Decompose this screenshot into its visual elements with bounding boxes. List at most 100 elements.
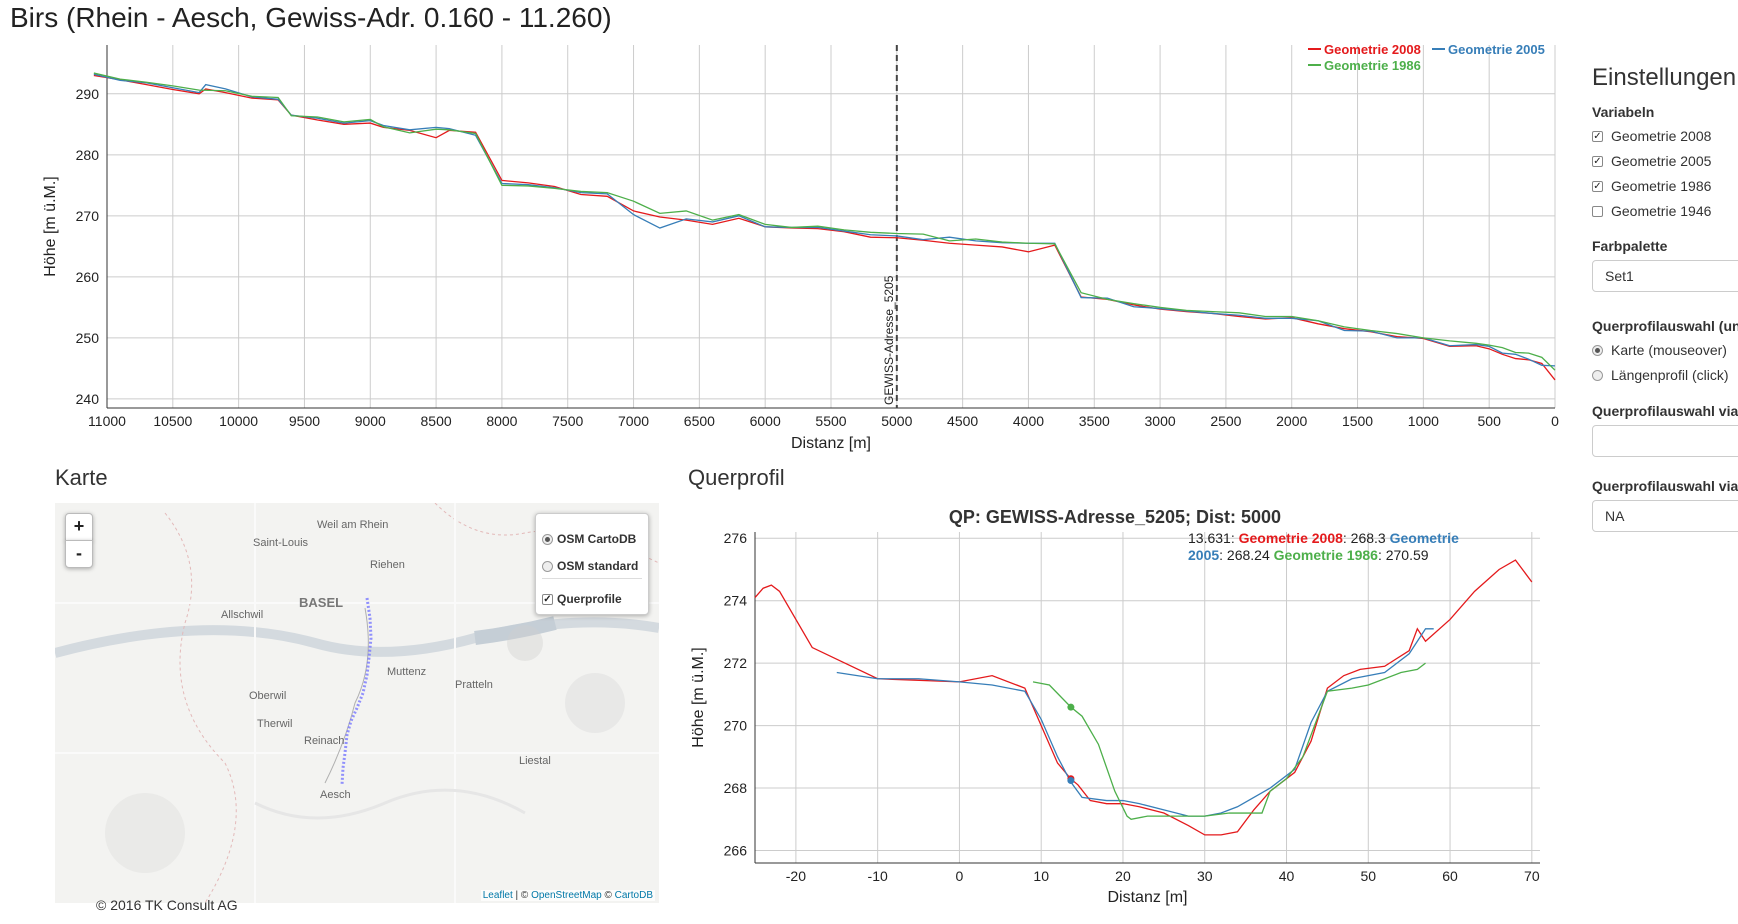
qp-via-input-1[interactable] <box>1592 425 1738 457</box>
y-tick-label: 260 <box>76 269 100 285</box>
legend-entry[interactable]: Geometrie 2008 <box>1324 42 1421 57</box>
x-tick-label: 10 <box>1033 868 1049 884</box>
openstreetmap-link[interactable]: OpenStreetMap <box>531 890 602 901</box>
y-tick-label: 240 <box>76 391 100 407</box>
x-tick-label: 9500 <box>289 413 320 429</box>
settings-title: Einstellungen <box>1592 64 1737 91</box>
layer-osm-cartodb-label: OSM CartoDB <box>557 532 637 546</box>
zoom-out-button[interactable]: - <box>65 540 93 568</box>
querprofile-line[interactable] <box>340 597 373 786</box>
layer-querprofile-checkbox[interactable]: ✓ <box>542 593 553 605</box>
cross-section-title: Querprofil <box>688 465 785 490</box>
y-tick-label: 290 <box>76 86 100 102</box>
x-tick-label: 6000 <box>750 413 781 429</box>
variable-geometrie-1946[interactable]: Geometrie 1946 <box>1592 203 1711 219</box>
y-tick-label: 270 <box>724 718 748 734</box>
variable-label-2005: Geometrie 2005 <box>1611 153 1712 169</box>
hover-tooltip-line-2: 2005: 268.24 Geometrie 1986: 270.59 <box>1188 547 1429 563</box>
variable-geometrie-2008[interactable]: ✓ Geometrie 2008 <box>1592 128 1711 144</box>
page-title: Birs (Rhein - Aesch, Gewiss-Adr. 0.160 -… <box>10 2 612 33</box>
qp-via-select-2[interactable]: NA <box>1592 500 1738 532</box>
layer-control: OSM CartoDB OSM standard ✓ Querprofile <box>535 513 649 615</box>
map-attribution: Leaflet | © OpenStreetMap © CartoDB <box>480 890 655 901</box>
x-tick-label: 6500 <box>684 413 715 429</box>
footer-copyright: © 2016 TK Consult AG <box>96 897 238 913</box>
layer-querprofile[interactable]: ✓ Querprofile <box>542 592 622 606</box>
map-label-oberwil: Oberwil <box>249 690 287 702</box>
y-tick-label: 276 <box>724 530 748 546</box>
x-tick-label: 0 <box>956 868 964 884</box>
variable-geometrie-2005[interactable]: ✓ Geometrie 2005 <box>1592 153 1711 169</box>
cross-profile-chart[interactable]: QP: GEWISS-Adresse_5205; Dist: 5000 -20 -1… <box>680 500 1550 910</box>
qp-option-map[interactable]: Karte (mouseover) <box>1592 342 1727 358</box>
querprofile-overlay[interactable] <box>55 503 659 903</box>
x-tick-label: 50 <box>1360 868 1376 884</box>
layer-querprofile-label: Querprofile <box>557 592 622 606</box>
layer-osm-standard[interactable]: OSM standard <box>542 559 638 573</box>
map-label-aesch: Aesch <box>320 789 351 801</box>
x-tick-label: 1000 <box>1408 413 1439 429</box>
x-tick-label: 10500 <box>153 413 192 429</box>
variable-label-1946: Geometrie 1946 <box>1611 203 1712 219</box>
layer-osm-cartodb[interactable]: OSM CartoDB <box>542 532 636 546</box>
attribution-separator-2: © <box>601 890 615 901</box>
layer-divider <box>542 578 642 579</box>
hover-point-2005 <box>1067 777 1075 785</box>
map-label-liestal: Liestal <box>519 755 551 767</box>
x-tick-label: 1500 <box>1342 413 1373 429</box>
qp-option-profile-label: Längenprofil (click) <box>1611 367 1729 383</box>
layer-osm-standard-radio[interactable] <box>542 560 553 572</box>
qp-via-label-2: Querprofilauswahl via <box>1592 478 1738 494</box>
variable-checkbox-1986[interactable]: ✓ <box>1592 180 1603 192</box>
layer-osm-standard-label: OSM standard <box>557 559 639 573</box>
map-label-riehen: Riehen <box>370 559 405 571</box>
x-tick-label: 7500 <box>552 413 583 429</box>
x-tick-label: 70 <box>1524 868 1540 884</box>
qp-option-profile-radio[interactable] <box>1592 369 1603 381</box>
map-label-allschwil: Allschwil <box>221 609 264 621</box>
x-axis-title: Distanz [m] <box>1107 889 1187 906</box>
leaflet-link[interactable]: Leaflet <box>482 890 513 901</box>
legend-entry[interactable]: Geometrie 2005 <box>1448 42 1545 57</box>
series-line-1986 <box>1032 662 1426 820</box>
x-tick-label: -10 <box>868 868 888 884</box>
hover-tooltip-line-1: 13.631: Geometrie 2008: 268.3 Geometrie <box>1188 530 1459 546</box>
x-tick-label: 3000 <box>1145 413 1176 429</box>
x-tick-label: 5000 <box>881 413 912 429</box>
x-tick-label: 0 <box>1551 413 1559 429</box>
variable-geometrie-1986[interactable]: ✓ Geometrie 1986 <box>1592 178 1711 194</box>
map[interactable]: Weil am Rhein Saint-Louis Riehen Allschw… <box>55 503 659 903</box>
variable-label-1986: Geometrie 1986 <box>1611 178 1712 194</box>
attribution-separator: | © <box>512 890 532 901</box>
marker-label: GEWISS-Adresse_5205 <box>882 275 896 405</box>
series-line-1986 <box>93 72 1556 371</box>
qp-via-label-1: Querprofilauswahl via <box>1592 403 1738 419</box>
y-tick-label: 272 <box>724 655 748 671</box>
qp-option-profile[interactable]: Längenprofil (click) <box>1592 367 1729 383</box>
x-tick-label: 4500 <box>947 413 978 429</box>
layer-osm-cartodb-radio[interactable] <box>542 533 553 545</box>
x-tick-label: 30 <box>1197 868 1213 884</box>
variable-checkbox-2008[interactable]: ✓ <box>1592 130 1603 142</box>
qp-select-label: Querprofilauswahl (un <box>1592 318 1738 334</box>
cartodb-link[interactable]: CartoDB <box>614 890 653 901</box>
x-tick-label: 500 <box>1478 413 1502 429</box>
qp-option-map-radio[interactable] <box>1592 344 1603 356</box>
y-tick-label: 270 <box>76 208 100 224</box>
longitudinal-profile-chart[interactable]: 11000 10500 10000 9500 9000 8500 8000 7500 7000 6… <box>0 40 1570 460</box>
settings-panel: Einstellungen Variabeln ✓ Geometrie 2008 … <box>1592 62 1738 542</box>
y-tick-label: 280 <box>76 147 100 163</box>
zoom-in-button[interactable]: + <box>65 513 93 541</box>
x-tick-label: 2500 <box>1210 413 1241 429</box>
palette-select[interactable]: Set1 <box>1592 260 1738 292</box>
x-axis-title: Distanz [m] <box>791 435 871 452</box>
y-tick-label: 274 <box>724 593 748 609</box>
y-tick-label: 250 <box>76 330 100 346</box>
variable-checkbox-2005[interactable]: ✓ <box>1592 155 1603 167</box>
map-label-saint-louis: Saint-Louis <box>253 537 309 549</box>
variable-checkbox-1946[interactable] <box>1592 205 1603 217</box>
series-line-2005 <box>93 73 1556 367</box>
series-line-2005 <box>836 628 1434 817</box>
map-label-weil-am-rhein: Weil am Rhein <box>317 519 389 531</box>
legend-entry[interactable]: Geometrie 1986 <box>1324 58 1421 73</box>
